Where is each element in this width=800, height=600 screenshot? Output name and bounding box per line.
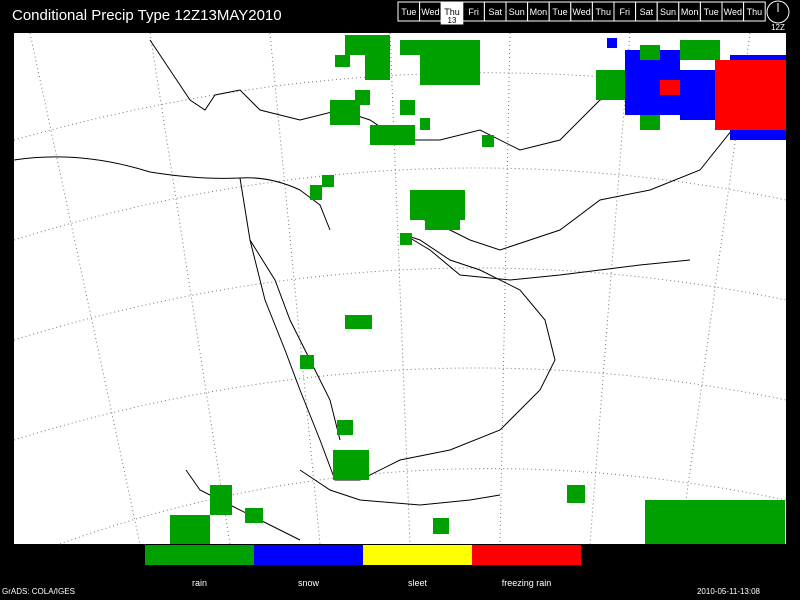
day-label: Fri [468, 7, 479, 17]
legend-label: sleet [408, 578, 428, 588]
day-label: Sun [509, 7, 525, 17]
day-label: Thu [595, 7, 611, 17]
day-label: Sat [488, 7, 502, 17]
day-label: Sun [660, 7, 676, 17]
legend: rain snow sleet freezing rain [145, 545, 581, 588]
day-label: Wed [724, 7, 742, 17]
legend-label: freezing rain [502, 578, 552, 588]
footer-left: GrADS: COLA/IGES [2, 587, 75, 596]
clock [766, 0, 790, 24]
day-label: Mon [681, 7, 699, 17]
day-number: 13 [448, 16, 457, 25]
precip-freezing-rain [660, 60, 786, 130]
footer-right: 2010-05-11-13:08 [697, 587, 761, 596]
map [13, 32, 787, 545]
day-label: Fri [620, 7, 631, 17]
clock-time: 12Z [771, 23, 785, 32]
day-label: Tue [552, 7, 567, 17]
legend-swatch [145, 545, 254, 565]
day-box [743, 1, 766, 22]
legend-swatch [363, 545, 472, 565]
legend-label: rain [192, 578, 207, 588]
title: Conditional Precip Type 12Z13MAY2010 [12, 7, 282, 24]
graticule [13, 32, 787, 545]
legend-swatch [254, 545, 363, 565]
day-label: Wed [572, 7, 590, 17]
day-label: Mon [530, 7, 548, 17]
day-label: Wed [421, 7, 439, 17]
day-label: Tue [704, 7, 719, 17]
day-label: Thu [444, 7, 460, 17]
legend-swatch [472, 545, 581, 565]
day-label: Sat [640, 7, 654, 17]
day-label: Thu [747, 7, 763, 17]
day-label: Tue [401, 7, 416, 17]
legend-label: snow [298, 578, 320, 588]
